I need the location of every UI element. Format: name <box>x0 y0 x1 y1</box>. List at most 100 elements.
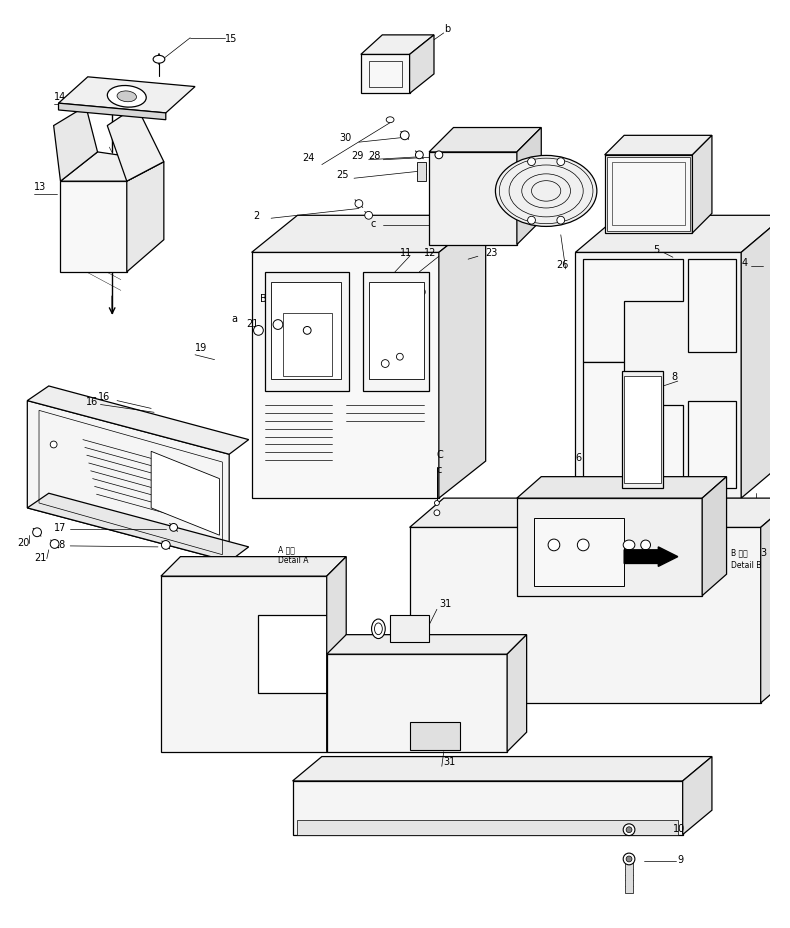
Ellipse shape <box>107 86 146 108</box>
Polygon shape <box>507 635 527 752</box>
Polygon shape <box>265 273 349 392</box>
Text: A 詳細: A 詳細 <box>278 545 295 554</box>
Ellipse shape <box>548 539 560 551</box>
Text: 24: 24 <box>303 152 314 162</box>
Text: 2: 2 <box>254 211 260 221</box>
Ellipse shape <box>528 159 536 166</box>
Text: 23: 23 <box>486 248 498 258</box>
Ellipse shape <box>51 442 57 448</box>
Polygon shape <box>327 557 346 752</box>
Ellipse shape <box>577 539 589 551</box>
Text: 9: 9 <box>678 854 684 864</box>
Text: 21: 21 <box>246 318 259 329</box>
Polygon shape <box>327 635 527 654</box>
Polygon shape <box>409 528 761 703</box>
FancyArrow shape <box>624 548 678 567</box>
Polygon shape <box>292 756 712 781</box>
Polygon shape <box>271 282 341 380</box>
Ellipse shape <box>374 624 382 635</box>
Text: 11: 11 <box>400 248 412 258</box>
Ellipse shape <box>641 540 650 550</box>
Ellipse shape <box>623 824 635 835</box>
Ellipse shape <box>626 857 632 862</box>
Text: 25: 25 <box>337 170 349 180</box>
Text: 29: 29 <box>351 150 363 161</box>
Polygon shape <box>363 273 429 392</box>
Polygon shape <box>417 162 426 182</box>
Polygon shape <box>298 820 678 834</box>
Text: 16: 16 <box>86 396 98 406</box>
Polygon shape <box>161 576 327 752</box>
Polygon shape <box>517 477 727 498</box>
Polygon shape <box>409 723 461 750</box>
Text: 12: 12 <box>424 248 437 258</box>
Text: Detail B: Detail B <box>732 561 762 569</box>
Text: 3: 3 <box>761 548 767 557</box>
Text: 20: 20 <box>17 537 30 548</box>
Polygon shape <box>58 78 195 114</box>
Ellipse shape <box>32 528 41 537</box>
Ellipse shape <box>355 200 363 208</box>
Text: a: a <box>292 287 299 297</box>
Polygon shape <box>583 362 683 489</box>
Text: 13: 13 <box>34 182 47 192</box>
Text: 22: 22 <box>273 308 285 318</box>
Text: B: B <box>260 294 267 303</box>
Text: b: b <box>444 24 450 34</box>
Ellipse shape <box>557 217 565 225</box>
Ellipse shape <box>254 326 263 336</box>
Ellipse shape <box>416 152 423 160</box>
Ellipse shape <box>303 328 311 335</box>
Text: a: a <box>231 314 237 323</box>
Text: b: b <box>419 287 426 297</box>
Ellipse shape <box>495 156 597 227</box>
Polygon shape <box>583 260 683 362</box>
Text: 19: 19 <box>195 342 207 353</box>
Ellipse shape <box>623 540 635 550</box>
Ellipse shape <box>371 619 386 638</box>
Ellipse shape <box>153 57 165 64</box>
Polygon shape <box>683 756 712 834</box>
Text: Detail A: Detail A <box>278 556 308 564</box>
Text: 21: 21 <box>34 552 47 562</box>
Polygon shape <box>517 128 541 245</box>
Polygon shape <box>535 518 624 586</box>
Text: 4: 4 <box>741 258 747 268</box>
Text: 6: 6 <box>575 453 581 463</box>
Polygon shape <box>61 182 126 273</box>
Polygon shape <box>575 216 785 253</box>
Polygon shape <box>151 452 220 535</box>
Polygon shape <box>761 498 790 703</box>
Polygon shape <box>252 253 439 498</box>
Ellipse shape <box>397 354 403 361</box>
Polygon shape <box>439 216 486 498</box>
Polygon shape <box>327 654 507 752</box>
Text: 16: 16 <box>97 392 110 401</box>
Polygon shape <box>575 253 741 498</box>
Text: 31: 31 <box>444 756 456 767</box>
Ellipse shape <box>528 217 536 225</box>
Ellipse shape <box>170 524 178 532</box>
Ellipse shape <box>626 827 632 832</box>
Polygon shape <box>429 128 541 153</box>
Text: 31: 31 <box>439 599 451 609</box>
Polygon shape <box>361 56 409 95</box>
Text: 15: 15 <box>225 33 238 44</box>
Polygon shape <box>692 136 712 234</box>
Polygon shape <box>390 615 429 643</box>
Ellipse shape <box>401 132 409 140</box>
Polygon shape <box>687 260 736 353</box>
Polygon shape <box>429 153 517 245</box>
Ellipse shape <box>365 213 373 220</box>
Text: 28: 28 <box>369 150 381 161</box>
Ellipse shape <box>435 152 442 160</box>
Polygon shape <box>107 107 164 182</box>
Text: 26: 26 <box>556 260 568 270</box>
Polygon shape <box>54 107 97 182</box>
Polygon shape <box>28 401 229 562</box>
Text: 10: 10 <box>673 823 685 832</box>
Polygon shape <box>604 156 692 234</box>
Ellipse shape <box>623 853 635 865</box>
Polygon shape <box>687 401 736 489</box>
Polygon shape <box>292 781 683 834</box>
